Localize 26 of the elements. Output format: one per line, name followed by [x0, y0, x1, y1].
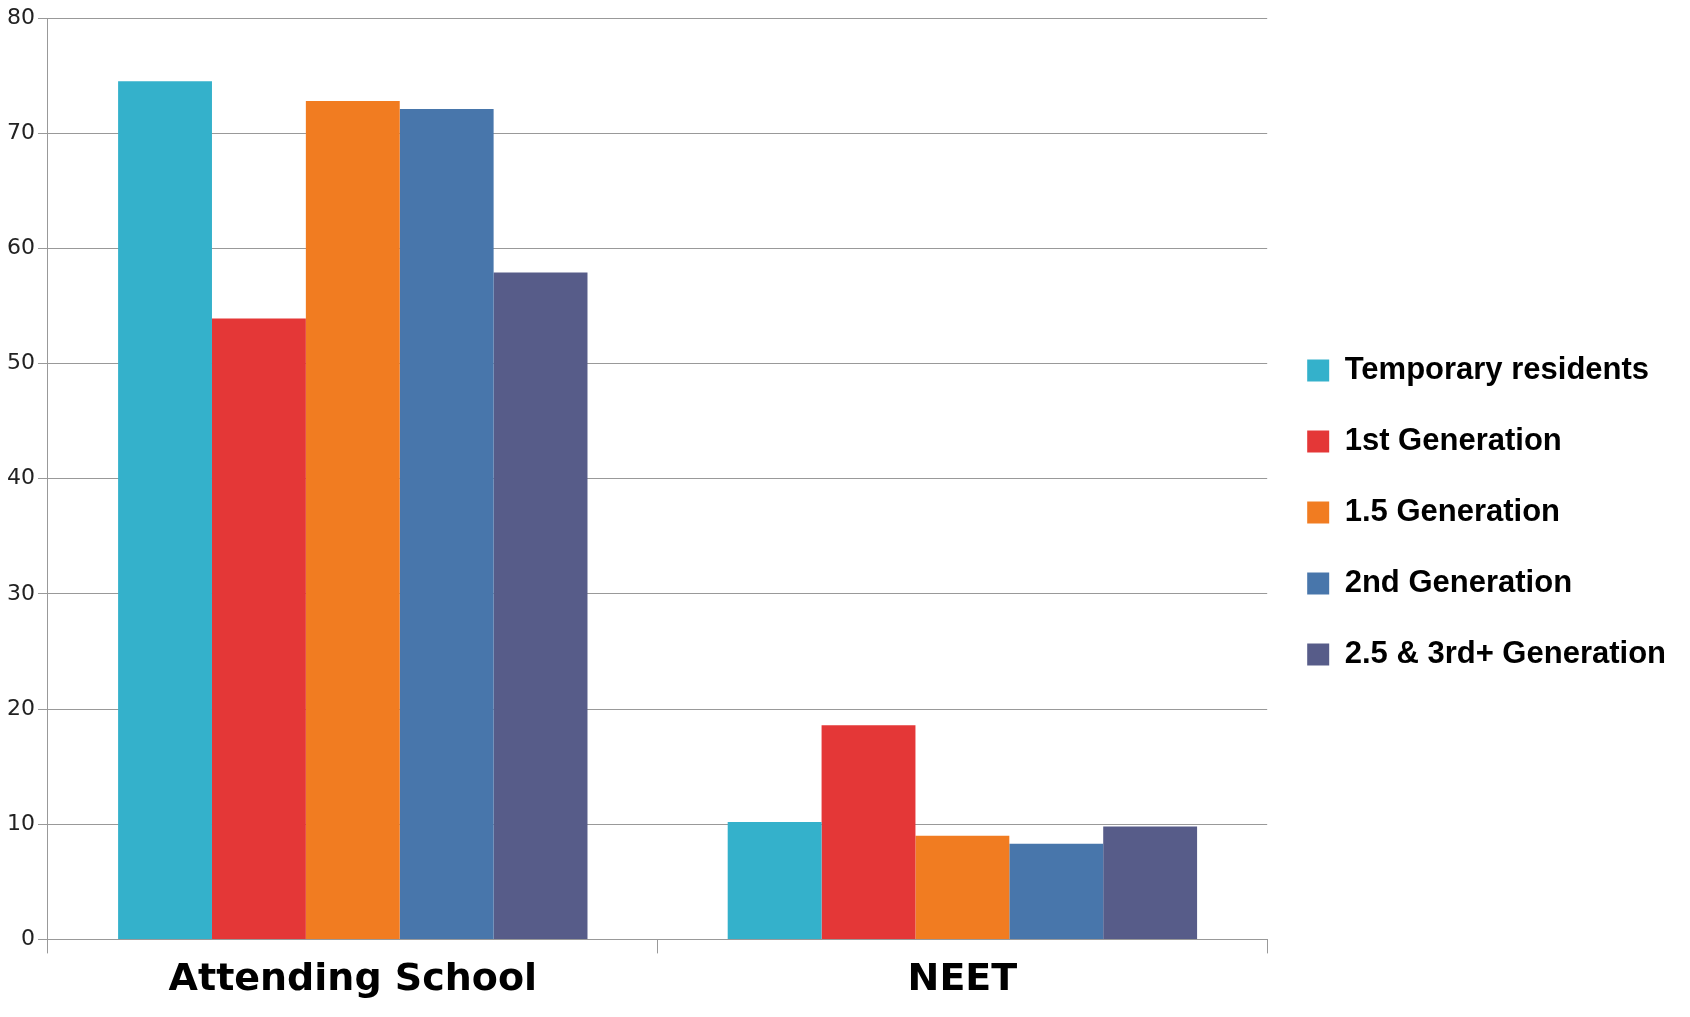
bar	[493, 272, 588, 939]
bar	[821, 725, 916, 939]
bar	[1009, 843, 1104, 939]
y-tick-label: 60	[6, 234, 35, 260]
bar	[399, 108, 494, 939]
bar	[211, 318, 306, 939]
y-tick-label: 0	[20, 925, 35, 951]
y-tick-label: 10	[6, 809, 35, 835]
y-tick-label: 20	[6, 694, 35, 720]
y-tick-label: 40	[6, 464, 35, 490]
bar	[305, 100, 400, 939]
bar	[118, 81, 212, 939]
y-tick-label: 80	[6, 3, 35, 29]
legend-label: 1.5 Generation	[1344, 493, 1561, 529]
y-tick-label: 70	[6, 118, 35, 144]
bar	[1103, 826, 1198, 939]
y-tick-label: 50	[6, 349, 35, 375]
bar	[727, 821, 822, 939]
bar	[915, 835, 1010, 939]
legend-label: 2.5 & 3rd+ Generation	[1344, 635, 1667, 671]
legend-label: 2nd Generation	[1344, 564, 1573, 600]
legend-label: 1st Generation	[1344, 422, 1562, 458]
legend-label: Temporary residents	[1344, 351, 1650, 387]
y-tick-label: 30	[6, 579, 35, 605]
x-tick-label: NEET	[907, 955, 1018, 1000]
x-tick-label: Attending School	[168, 955, 538, 1000]
